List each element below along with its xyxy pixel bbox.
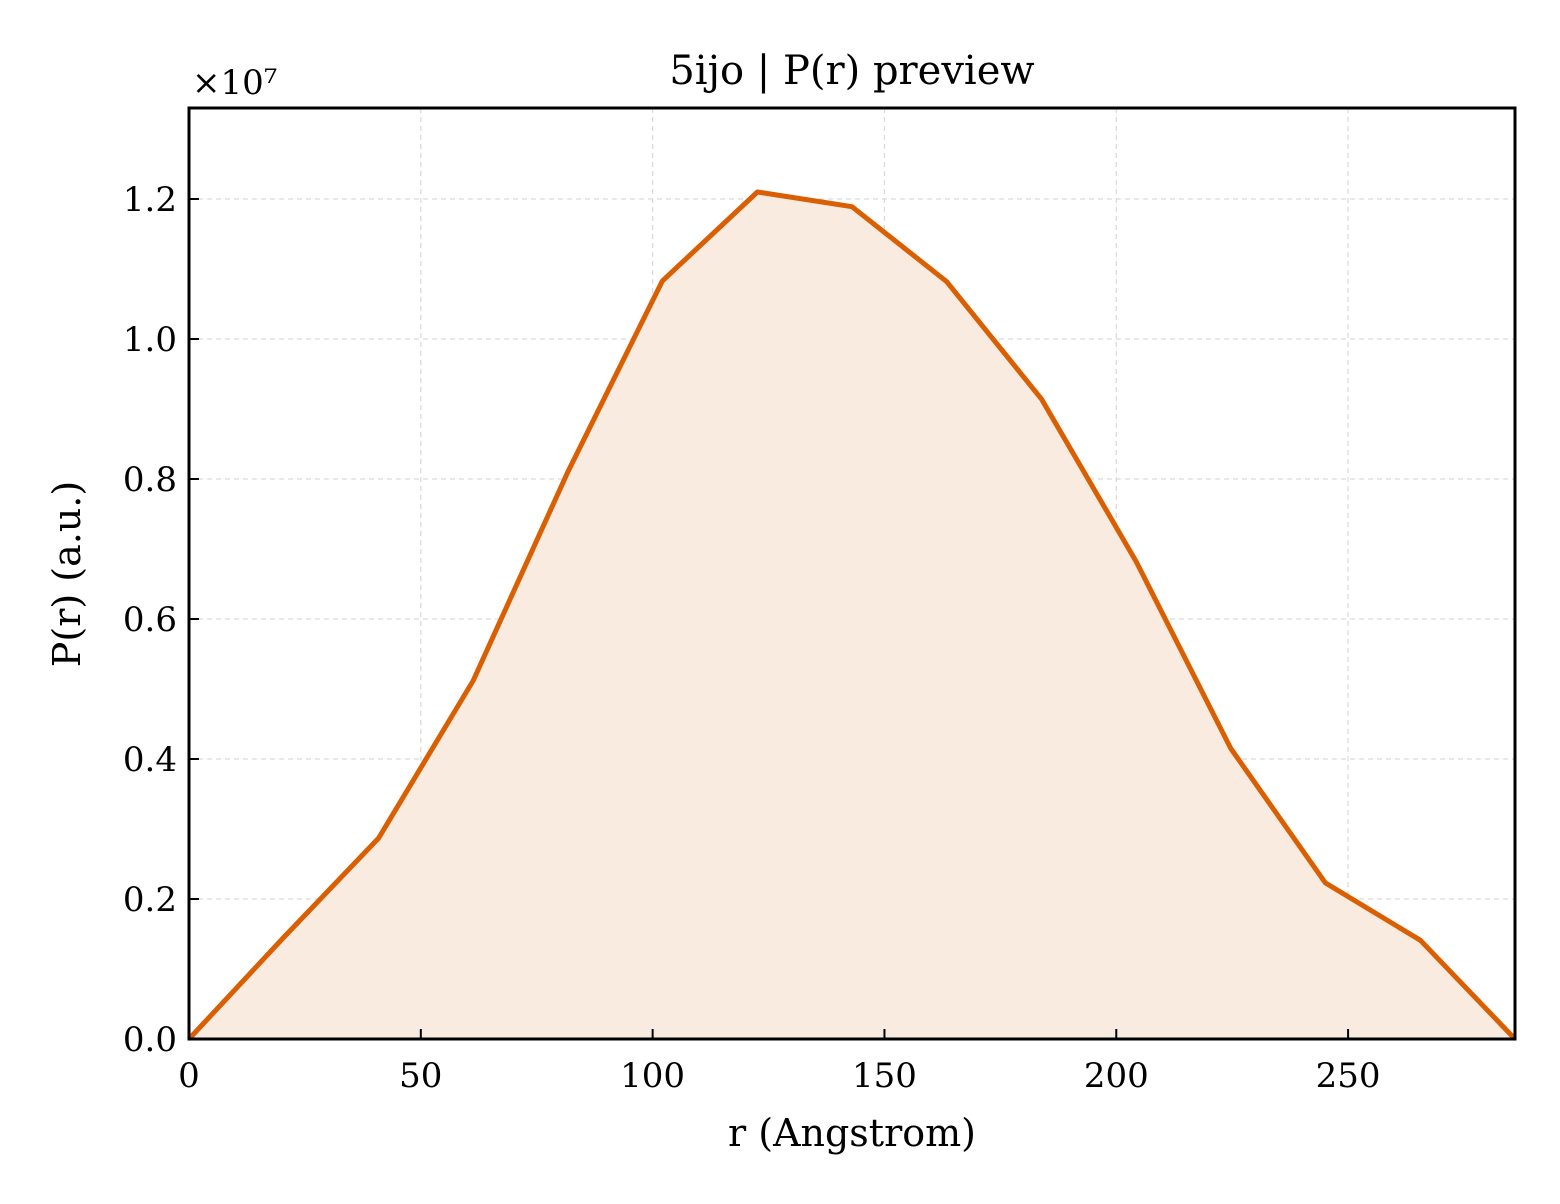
y-axis-label: P(r) (a.u.) xyxy=(45,481,89,667)
x-tick-label: 100 xyxy=(620,1056,685,1096)
y-tick-label: 0.4 xyxy=(123,740,177,780)
x-tick-label: 250 xyxy=(1316,1056,1381,1096)
area-fill xyxy=(189,192,1515,1039)
y-tick-label: 1.2 xyxy=(123,180,177,220)
x-tick-label: 50 xyxy=(399,1056,442,1096)
y-tick-label: 1.0 xyxy=(123,320,177,360)
y-tick-label: 0.8 xyxy=(123,460,177,500)
y-axis-multiplier: ×10⁷ xyxy=(192,63,277,103)
chart-title: 5ijo | P(r) preview xyxy=(669,48,1034,94)
y-tick-label: 0.2 xyxy=(123,880,177,920)
x-tick-label: 200 xyxy=(1084,1056,1149,1096)
x-tick-label: 150 xyxy=(852,1056,917,1096)
y-tick-label: 0.0 xyxy=(123,1020,177,1060)
y-tick-label: 0.6 xyxy=(123,600,177,640)
x-tick-label: 0 xyxy=(178,1056,200,1096)
x-axis-label: r (Angstrom) xyxy=(728,1111,976,1155)
